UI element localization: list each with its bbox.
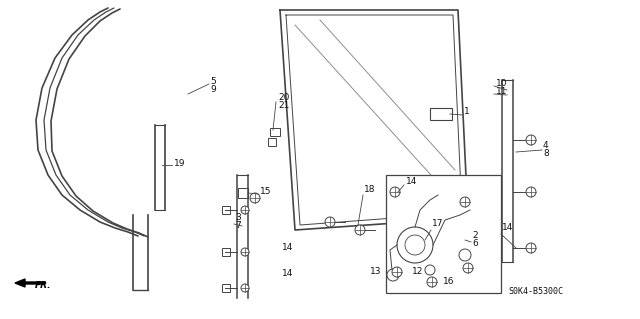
Text: 14: 14	[406, 176, 417, 186]
Circle shape	[241, 248, 249, 256]
Circle shape	[241, 206, 249, 214]
Text: 14: 14	[282, 270, 293, 278]
Text: 20: 20	[278, 93, 289, 102]
Text: S0K4-B5300C: S0K4-B5300C	[508, 287, 563, 296]
Circle shape	[250, 193, 260, 203]
Polygon shape	[15, 279, 45, 287]
Text: 7: 7	[235, 221, 241, 231]
Text: 5: 5	[210, 78, 216, 86]
Text: 3: 3	[235, 213, 241, 222]
Text: 15: 15	[260, 188, 271, 197]
Text: 2: 2	[472, 232, 477, 241]
Text: 21: 21	[278, 101, 289, 110]
Bar	[238, 188, 248, 198]
Text: 8: 8	[543, 149, 548, 158]
Text: 14: 14	[502, 224, 513, 233]
Circle shape	[392, 267, 402, 277]
Text: 12: 12	[412, 266, 424, 276]
Circle shape	[463, 263, 473, 273]
Circle shape	[526, 243, 536, 253]
Circle shape	[526, 187, 536, 197]
Bar	[386, 175, 501, 293]
Text: 19: 19	[174, 159, 186, 167]
Circle shape	[405, 235, 425, 255]
Bar	[222, 206, 230, 214]
Text: 9: 9	[210, 85, 216, 94]
Circle shape	[387, 269, 399, 281]
Text: 4: 4	[543, 140, 548, 150]
Circle shape	[425, 265, 435, 275]
Text: 1: 1	[464, 108, 470, 116]
Text: 18: 18	[364, 186, 376, 195]
Text: 14: 14	[282, 243, 293, 253]
Bar	[268, 138, 276, 146]
Circle shape	[355, 225, 365, 235]
Text: FR.: FR.	[35, 280, 51, 290]
Bar	[222, 284, 230, 292]
Circle shape	[241, 284, 249, 292]
Circle shape	[390, 187, 400, 197]
Text: 11: 11	[496, 86, 508, 95]
Text: 16: 16	[443, 277, 454, 286]
Text: 6: 6	[472, 240, 477, 249]
Text: 13: 13	[370, 266, 381, 276]
Circle shape	[427, 277, 437, 287]
Circle shape	[397, 227, 433, 263]
Text: 10: 10	[496, 78, 508, 87]
Text: 17: 17	[432, 219, 444, 228]
Bar	[430, 108, 452, 120]
Circle shape	[460, 197, 470, 207]
Circle shape	[526, 135, 536, 145]
Bar	[270, 128, 280, 136]
Bar	[222, 248, 230, 256]
Circle shape	[325, 217, 335, 227]
Circle shape	[459, 249, 471, 261]
